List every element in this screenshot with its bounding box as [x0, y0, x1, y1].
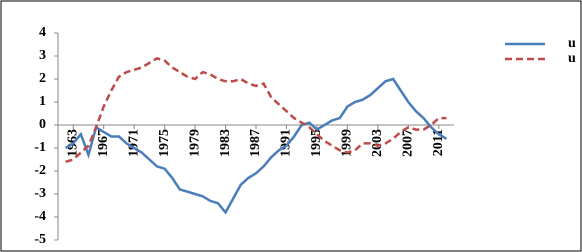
- y-tick-label: -4: [34, 209, 46, 224]
- x-tick-label: 1987: [248, 129, 263, 157]
- y-tick-label: 0: [39, 117, 46, 132]
- y-tick-label: 1: [39, 94, 46, 109]
- y-tick-label: 4: [39, 25, 46, 40]
- y-tick-label: -5: [34, 232, 46, 247]
- y-tick-label: 2: [39, 71, 46, 86]
- legend-label: u: [568, 51, 576, 66]
- y-tick-label: -1: [34, 140, 46, 155]
- x-tick-label: 1979: [187, 129, 202, 157]
- x-tick-label: 1967: [96, 129, 111, 157]
- x-tick-label: 1995: [309, 129, 324, 157]
- x-tick-label: 1991: [279, 129, 294, 157]
- x-tick-label: 2007: [401, 129, 416, 157]
- x-tick-label: 1975: [157, 129, 172, 157]
- x-tick-label: 1971: [126, 129, 141, 157]
- legend-label: u: [568, 36, 576, 51]
- y-tick-label: -3: [34, 186, 46, 201]
- y-tick-label: -2: [34, 163, 46, 178]
- chart: -5-4-3-2-1012341963196719711975197919831…: [0, 0, 582, 252]
- x-tick-label: 1983: [218, 129, 233, 157]
- frame: [1, 1, 581, 251]
- y-tick-label: 3: [39, 48, 46, 63]
- x-tick-label: 2003: [370, 129, 385, 157]
